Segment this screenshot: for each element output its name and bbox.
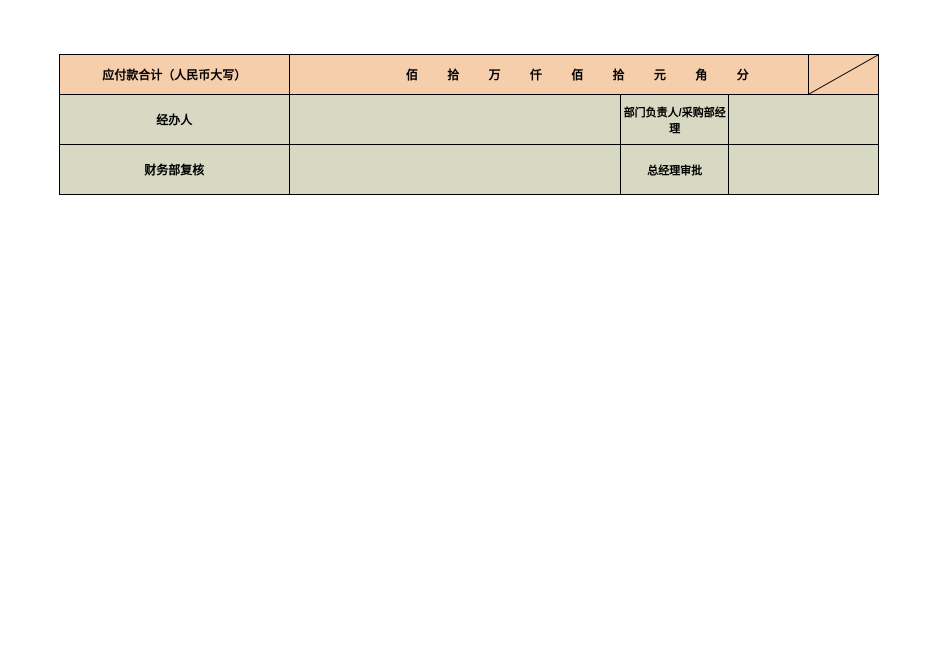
gm-approval-label: 总经理审批 — [621, 145, 729, 195]
dept-manager-value — [729, 95, 879, 145]
payment-approval-table: 应付款合计（人民币大写） 佰 拾 万 仟 佰 拾 元 角 分 经办人 部门负责人… — [59, 54, 879, 195]
diagonal-mark-box — [808, 55, 878, 94]
finance-review-label: 财务部复核 — [60, 145, 290, 195]
handler-value — [289, 95, 621, 145]
total-payable-label: 应付款合计（人民币大写） — [60, 55, 290, 95]
handler-label: 经办人 — [60, 95, 290, 145]
handler-row: 经办人 部门负责人/采购部经理 — [60, 95, 879, 145]
finance-review-value — [289, 145, 621, 195]
finance-review-row: 财务部复核 总经理审批 — [60, 145, 879, 195]
gm-approval-value — [729, 145, 879, 195]
total-payable-row: 应付款合计（人民币大写） 佰 拾 万 仟 佰 拾 元 角 分 — [60, 55, 879, 95]
amount-units-text: 佰 拾 万 仟 佰 拾 元 角 分 — [406, 68, 762, 82]
dept-manager-label: 部门负责人/采购部经理 — [621, 95, 729, 145]
amount-in-words-cell: 佰 拾 万 仟 佰 拾 元 角 分 — [289, 55, 878, 95]
